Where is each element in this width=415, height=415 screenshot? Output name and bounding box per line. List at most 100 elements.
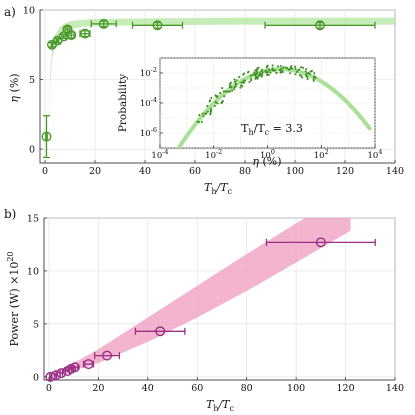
inset-point [196, 120, 199, 123]
x-tick-label: 60 [191, 383, 203, 394]
inset-point [290, 64, 293, 68]
panel-a-x-ticks: 0 20 40 60 80 100 120 140 [42, 160, 404, 177]
x-tick-label: 80 [241, 383, 253, 394]
y-tick-label: 15 [27, 214, 39, 225]
inset-point [301, 76, 304, 79]
x-tick-label: 140 [386, 166, 404, 177]
inset-point [204, 112, 207, 116]
inset-point [261, 73, 264, 76]
point-marker [41, 131, 52, 142]
inset-point [206, 110, 209, 113]
panel-b-y-ticks: 0 5 10 15 [27, 214, 47, 383]
x-tick-label: 60 [189, 166, 201, 177]
data-point [66, 30, 77, 41]
inset-x-label: η (%) [252, 155, 281, 168]
inset-point [289, 72, 292, 75]
x-tick-label: 140 [386, 383, 404, 394]
inset-point [242, 79, 245, 82]
inset-point [234, 82, 237, 85]
point-marker [155, 326, 166, 337]
inset-point [259, 73, 262, 76]
inset-point [250, 77, 253, 81]
inset-x-tick-label: 104 [368, 148, 383, 161]
inset-y-label: Probability [117, 74, 129, 132]
inset-point [271, 67, 274, 70]
inset-chart: 10-4 10-2 100 102 104 10-610-410-2 Th/Tc = 3… [117, 57, 383, 168]
inset-point [261, 68, 264, 71]
panel-a-points [41, 18, 376, 159]
x-tick-label: 100 [287, 383, 305, 394]
inset-point [275, 71, 278, 74]
panel-a-x-label: Th/Tc [204, 181, 233, 196]
inset-point [297, 69, 300, 72]
inset-point [265, 71, 268, 74]
y-tick-label: 5 [33, 319, 39, 330]
inset-point [300, 66, 303, 69]
inset-point [274, 69, 277, 72]
inset-point [251, 73, 254, 76]
y-tick-label: 5 [29, 75, 35, 86]
inset-point [256, 77, 259, 80]
x-tick-label: 80 [239, 166, 251, 177]
inset-annotation: Th/Tc = 3.3 [241, 122, 303, 137]
point-marker [315, 20, 326, 31]
y-tick-label: 10 [27, 266, 39, 277]
inset-point [279, 65, 282, 68]
inset-point [234, 85, 237, 88]
inset-point [238, 76, 241, 79]
inset-x-tick-label: 102 [314, 148, 329, 161]
inset-point [216, 102, 219, 105]
inset-point [233, 88, 236, 91]
panel-b-label: b) [4, 207, 16, 221]
inset-point [210, 107, 213, 110]
inset-point [210, 96, 213, 99]
inset-point [266, 64, 269, 67]
inset-point [276, 65, 280, 68]
y-tick-label: 0 [33, 372, 39, 383]
inset-point [282, 66, 285, 69]
inset-point [306, 77, 309, 80]
panel-a-y-label: η (%) [8, 73, 21, 102]
x-tick-label: 40 [142, 383, 154, 394]
inset-point [225, 90, 228, 93]
inset-point [198, 114, 201, 117]
inset-point [312, 79, 315, 82]
point-marker [152, 20, 163, 31]
inset-point [231, 89, 234, 92]
inset-point [305, 68, 308, 71]
x-tick-label: 120 [336, 166, 354, 177]
inset-point [213, 104, 217, 107]
y-tick-label: 0 [29, 145, 35, 156]
inset-point [257, 75, 260, 78]
inset-point [287, 68, 291, 71]
panel-b-x-ticks: 0 20 40 60 80 100 120 140 [46, 377, 404, 394]
inset-point [233, 78, 236, 81]
inset-point [281, 70, 284, 74]
inset-point [313, 72, 316, 75]
panel-b-band [48, 218, 351, 377]
point-marker [315, 237, 326, 248]
inset-point [269, 71, 272, 74]
x-tick-label: 0 [42, 166, 48, 177]
inset-point [246, 71, 250, 74]
x-tick-label: 120 [336, 383, 354, 394]
x-tick-label: 20 [89, 166, 101, 177]
inset-point [229, 81, 232, 84]
inset-annotation-bg [232, 120, 312, 136]
inset-point [218, 92, 222, 95]
inset-point [223, 95, 226, 98]
inset-point [305, 74, 308, 77]
inset-point [208, 100, 211, 103]
inset-point [294, 73, 297, 76]
inset-point [209, 112, 212, 115]
inset-y-tick-label: 10-4 [140, 96, 157, 109]
x-tick-label: 20 [92, 383, 104, 394]
inset-point [240, 84, 243, 87]
inset-point [221, 87, 224, 90]
inset-point [312, 78, 315, 81]
inset-point [253, 71, 256, 74]
inset-point [229, 84, 232, 87]
inset-point [278, 69, 282, 72]
inset-y-ticks: 10-6 10-4 10-2 [140, 66, 163, 139]
